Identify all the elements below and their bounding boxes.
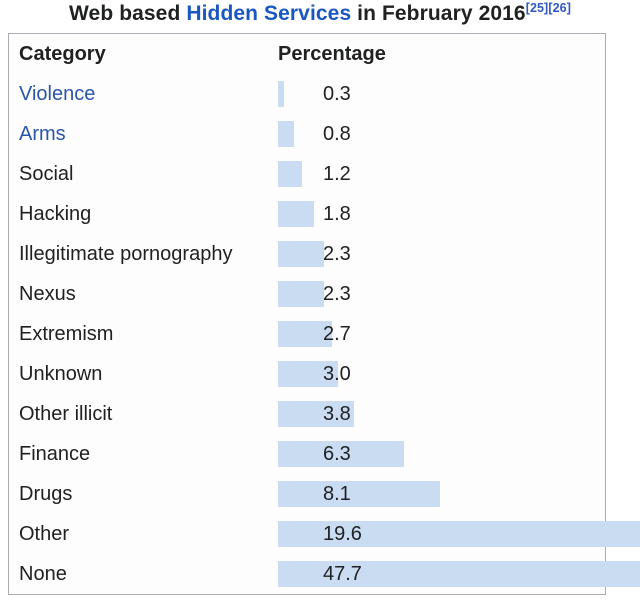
category-link-violence[interactable]: Violence: [19, 83, 96, 105]
percentage-bar-hacking: [278, 201, 314, 227]
percentage-bar-other-illicit: [278, 401, 354, 427]
percentage-value-nexus: 2.3: [323, 283, 351, 305]
category-label-illegitimate-pornography: Illegitimate pornography: [19, 243, 233, 265]
category-label-unknown: Unknown: [19, 363, 103, 385]
category-label-social: Social: [19, 163, 74, 185]
percentage-bar-other: [278, 521, 640, 547]
title-suffix: in February 2016: [351, 2, 526, 25]
percentage-bar-drugs: [278, 481, 440, 507]
table-row-finance: Finance 6.3: [9, 434, 605, 474]
table-row-none: None 47.7: [9, 554, 640, 594]
percentage-value-finance: 6.3: [323, 443, 351, 465]
table-body: Violence 0.3 Arms 0.8 Social 1.2 Hacking 1.8 Ill…: [9, 74, 640, 594]
category-label-drugs: Drugs: [19, 483, 73, 505]
percentage-bar-illegitimate-pornography: [278, 241, 324, 267]
table-row-hacking: Hacking 1.8: [9, 194, 605, 234]
percentage-bar-finance: [278, 441, 404, 467]
page-title: Web based Hidden Services in February 20…: [0, 2, 640, 50]
table-row-unknown: Unknown 3.0: [9, 354, 605, 394]
percentage-value-extremism: 2.7: [323, 323, 351, 345]
title-prefix: Web based: [69, 2, 187, 25]
category-label-other: Other: [19, 523, 70, 545]
table-row-illegitimate-pornography: Illegitimate pornography 2.3: [9, 234, 605, 274]
category-label-finance: Finance: [19, 443, 91, 465]
percentage-value-none: 47.7: [323, 563, 362, 585]
table-row-other: Other 19.6: [9, 514, 640, 554]
title-citations: [25][26]: [526, 1, 571, 15]
citation-25-link[interactable]: [25]: [525, 1, 549, 15]
percentage-bar-unknown: [278, 361, 338, 387]
table-header-row: Category Percentage: [9, 34, 605, 74]
percentage-bar-none: [278, 561, 640, 587]
percentage-value-illegitimate-pornography: 2.3: [323, 243, 351, 265]
percentage-value-drugs: 8.1: [323, 483, 351, 505]
category-label-extremism: Extremism: [19, 323, 114, 345]
table-row-other-illicit: Other illicit 3.8: [9, 394, 605, 434]
percentage-value-violence: 0.3: [323, 83, 351, 105]
table-row-nexus: Nexus 2.3: [9, 274, 605, 314]
hidden-services-link[interactable]: Hidden Services: [186, 2, 352, 25]
category-link-arms[interactable]: Arms: [19, 123, 66, 145]
table-row-extremism: Extremism 2.7: [9, 314, 605, 354]
table-row-social: Social 1.2: [9, 154, 605, 194]
column-header-percentage: Percentage: [278, 43, 386, 65]
percentage-bar-extremism: [278, 321, 332, 347]
column-header-category: Category: [19, 43, 106, 65]
percentage-value-other: 19.6: [323, 523, 362, 545]
percentage-bar-social: [278, 161, 302, 187]
table-row-drugs: Drugs 8.1: [9, 474, 605, 514]
category-label-other-illicit: Other illicit: [19, 403, 113, 425]
citation-26-link[interactable]: [26]: [548, 1, 571, 15]
percentage-bar-arms: [278, 121, 294, 147]
percentage-value-social: 1.2: [323, 163, 351, 185]
table-row-arms: Arms 0.8: [9, 114, 605, 154]
percentage-bar-violence: [278, 81, 284, 107]
category-label-none: None: [19, 563, 67, 585]
percentage-value-arms: 0.8: [323, 123, 351, 145]
percentage-bar-nexus: [278, 281, 324, 307]
percentage-value-hacking: 1.8: [323, 203, 351, 225]
table-row-violence: Violence 0.3: [9, 74, 605, 114]
percentage-value-unknown: 3.0: [323, 363, 351, 385]
category-label-nexus: Nexus: [19, 283, 76, 305]
percentage-value-other-illicit: 3.8: [323, 403, 351, 425]
hidden-services-table: Category Percentage Violence 0.3 Arms 0.8 So…: [8, 33, 640, 595]
category-label-hacking: Hacking: [19, 203, 92, 225]
